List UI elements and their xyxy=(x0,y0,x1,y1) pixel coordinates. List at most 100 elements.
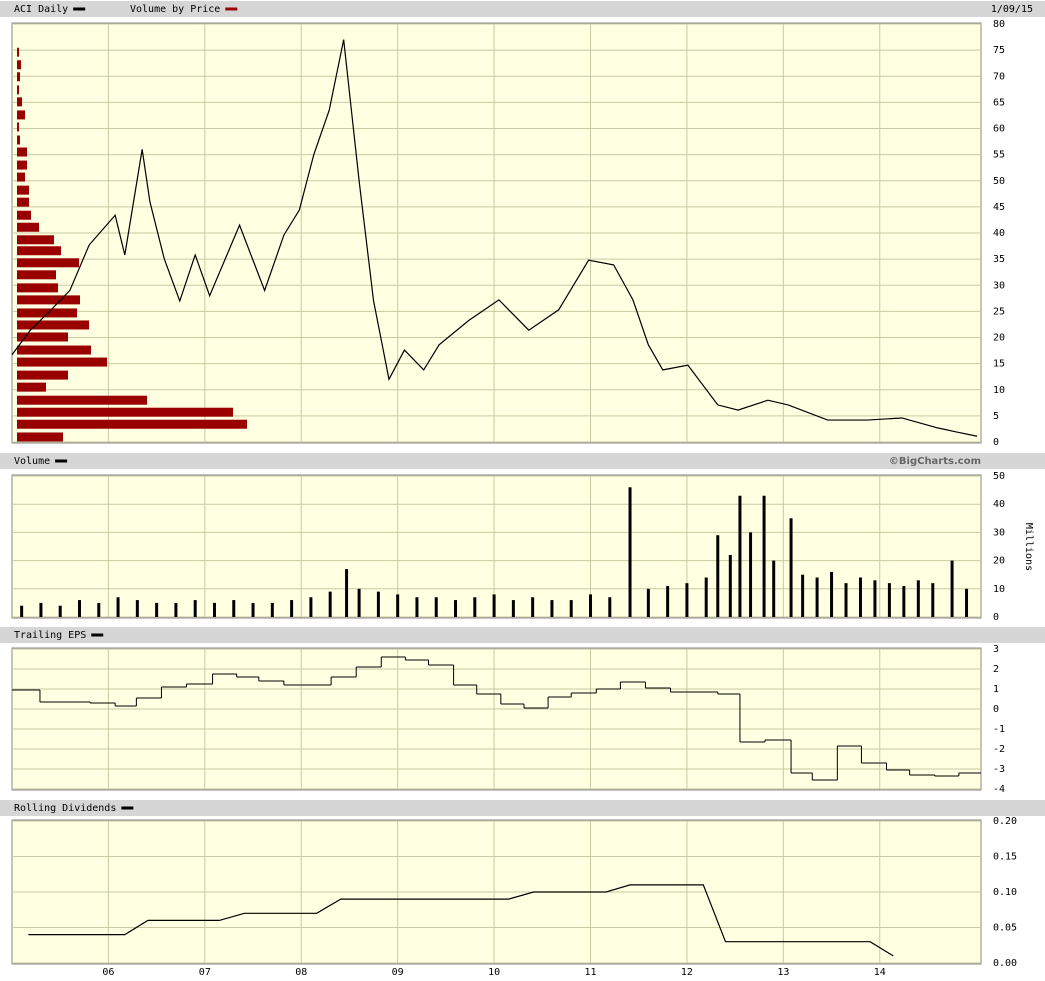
date: 1/09/15 xyxy=(991,4,1033,15)
volume-by-price-bar xyxy=(17,283,58,293)
volume-bar xyxy=(589,594,593,617)
y-tick-label: 25 xyxy=(993,306,1005,317)
volume-by-price-bar xyxy=(17,122,19,132)
y-tick-label: -4 xyxy=(993,784,1005,795)
volume-by-price-bar xyxy=(17,47,19,57)
volume-by-price-bar xyxy=(17,72,20,82)
y-tick-label: -3 xyxy=(993,764,1005,775)
y-tick-label: 10 xyxy=(993,584,1005,595)
volume-by-price-bar xyxy=(17,382,46,392)
y-tick-label: 30 xyxy=(993,280,1005,291)
volume-bar xyxy=(749,532,753,617)
x-tick-label: 13 xyxy=(777,967,789,978)
volume-by-price-bar xyxy=(17,308,77,318)
volume-bar xyxy=(270,602,274,617)
y-tick-label: 0.00 xyxy=(993,958,1017,969)
volume-bar xyxy=(97,602,101,617)
y-tick-label: 30 xyxy=(993,527,1005,538)
y-tick-label: 0.05 xyxy=(993,923,1017,934)
volume-by-price-bar xyxy=(17,332,68,342)
volume-bar xyxy=(965,588,969,617)
volume-bar xyxy=(666,585,670,617)
volume-bar xyxy=(762,495,766,617)
x-tick-label: 11 xyxy=(584,967,596,978)
volume-bar xyxy=(434,597,438,617)
volume-bar xyxy=(492,594,496,617)
volume-by-price-bar xyxy=(17,370,68,380)
volume-bar xyxy=(251,602,255,617)
x-tick-label: 10 xyxy=(488,967,500,978)
y-tick-label: 15 xyxy=(993,359,1005,370)
volume-by-price-bar xyxy=(17,60,21,70)
volume-bar xyxy=(902,585,906,617)
volume-bar xyxy=(801,574,805,617)
volume-by-price-bar xyxy=(17,419,247,429)
volume-bar xyxy=(396,594,400,617)
y-tick-label: 0.10 xyxy=(993,887,1017,898)
y-tick-label: 40 xyxy=(993,228,1005,239)
y-tick-label: 0 xyxy=(993,437,999,448)
volume-by-price-bar xyxy=(17,85,19,95)
volume-by-price-bar xyxy=(17,97,22,107)
volume-by-price-bar xyxy=(17,246,61,256)
volume-bar xyxy=(290,600,294,617)
volume-bar xyxy=(550,600,554,617)
volume-bar xyxy=(232,600,236,617)
volume-bar xyxy=(728,554,732,617)
y-tick-label: 60 xyxy=(993,124,1005,135)
y-tick-label: 20 xyxy=(993,333,1005,344)
volume-bar xyxy=(772,560,776,617)
volume-bar xyxy=(77,600,81,617)
volume-bar xyxy=(357,588,361,617)
y-tick-label: 35 xyxy=(993,254,1005,265)
volume-bar xyxy=(716,535,720,617)
legend-swatch xyxy=(55,459,68,463)
volume-bar xyxy=(531,597,535,617)
legend-label: Rolling Dividends xyxy=(14,803,116,814)
y-tick-label: 70 xyxy=(993,71,1005,82)
y-tick-label: 0 xyxy=(993,704,999,715)
volume-bar xyxy=(685,583,689,617)
header-bar xyxy=(0,800,1045,816)
volume-bar xyxy=(193,600,197,617)
x-tick-label: 12 xyxy=(681,967,693,978)
y-tick-label: 1 xyxy=(993,684,999,695)
volume-bar xyxy=(738,495,742,617)
volume-bar xyxy=(174,602,178,617)
volume-bar xyxy=(916,580,920,617)
y-tick-label: -1 xyxy=(993,724,1005,735)
y-tick-label: 50 xyxy=(993,471,1005,482)
volume-by-price-bar xyxy=(17,235,54,245)
volume-bar xyxy=(116,597,120,617)
legend-swatch xyxy=(225,7,238,11)
volume-by-price-bar xyxy=(17,345,91,355)
volume-by-price-bar xyxy=(17,407,233,417)
legend-label: Trailing EPS xyxy=(14,630,86,641)
volume-bar xyxy=(20,605,24,617)
volume-bar xyxy=(931,583,935,617)
volume-by-price-bar xyxy=(17,197,29,207)
volume-by-price-bar xyxy=(17,210,31,220)
legend-swatch xyxy=(121,806,134,810)
volume-bar xyxy=(58,605,62,617)
y-tick-label: 80 xyxy=(993,19,1005,30)
legend-swatch xyxy=(91,633,104,637)
x-tick-label: 08 xyxy=(295,967,307,978)
volume-by-price-bar xyxy=(17,432,63,442)
volume-bar xyxy=(628,487,632,617)
legend-label: Volume by Price xyxy=(130,4,220,15)
volume-by-price-bar xyxy=(17,185,29,195)
volume-bar xyxy=(135,600,139,617)
y-tick-label: 10 xyxy=(993,385,1005,396)
volume-bar xyxy=(39,602,43,617)
volume-bar xyxy=(789,518,793,617)
y-tick-label: 0 xyxy=(993,612,999,623)
legend-label: Volume xyxy=(14,456,50,467)
volume-by-price-bar xyxy=(17,395,147,405)
volume-by-price-bar xyxy=(17,357,107,367)
legend-label: ACI Daily xyxy=(14,4,68,15)
volume-bar xyxy=(309,597,313,617)
volume-by-price-bar xyxy=(17,320,89,330)
volume-bar xyxy=(345,569,349,617)
